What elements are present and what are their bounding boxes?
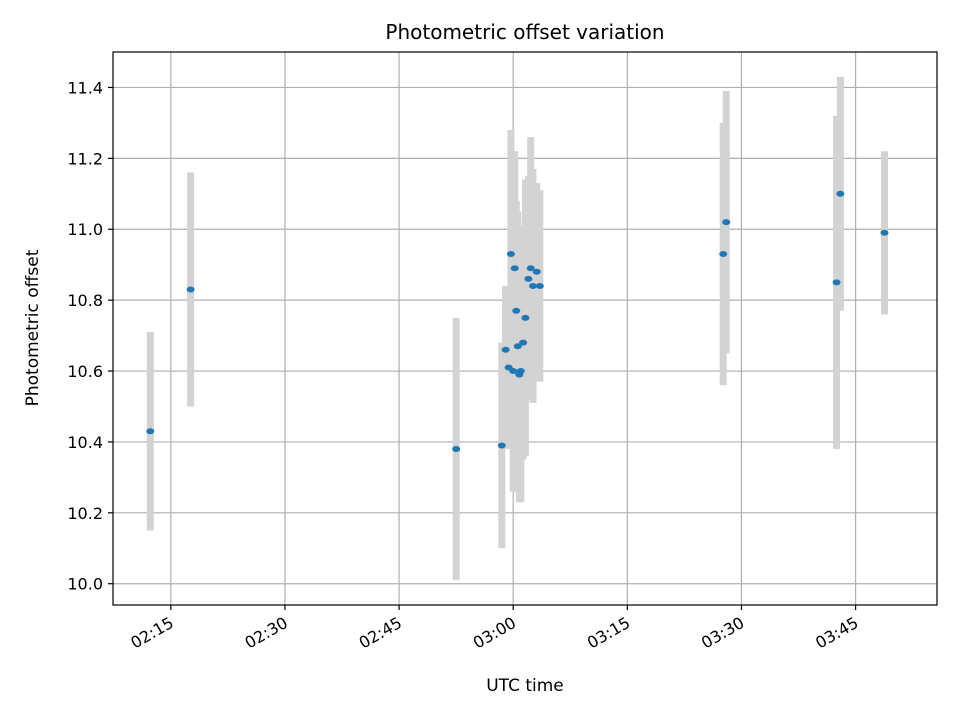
y-tick-label: 11.2 [67, 149, 103, 168]
y-tick-label: 11.4 [67, 78, 103, 97]
error-bars [146, 76, 889, 581]
x-axis-label: UTC time [486, 676, 564, 696]
data-point [532, 268, 541, 275]
data-point [510, 265, 519, 272]
data-point [452, 446, 461, 453]
data-point [521, 314, 530, 321]
data-point [497, 442, 506, 449]
data-point [524, 275, 533, 282]
data-point [722, 219, 731, 226]
y-axis-ticks: 10.0 10.2 10.4 10.6 10.8 11.0 11.2 11.4 [67, 78, 113, 594]
data-point [832, 279, 841, 286]
x-tick-label: 02:45 [356, 613, 405, 653]
chart-title: Photometric offset variation [385, 20, 664, 44]
data-point [186, 286, 195, 293]
x-tick-label: 02:15 [127, 613, 176, 653]
data-point [880, 229, 889, 236]
y-tick-label: 10.4 [67, 433, 103, 452]
x-tick-label: 02:30 [242, 613, 291, 653]
x-tick-label: 03:00 [470, 613, 519, 653]
data-point [501, 346, 510, 353]
data-point [535, 282, 544, 289]
data-point [519, 339, 528, 346]
x-axis-ticks: 02:15 02:30 02:45 03:00 03:15 03:30 03:45 [127, 605, 862, 653]
y-tick-label: 10.2 [67, 504, 103, 523]
x-tick-label: 03:45 [812, 613, 861, 653]
data-point [506, 251, 515, 258]
data-point [719, 251, 728, 258]
data-point [836, 190, 845, 197]
data-point [528, 282, 537, 289]
data-points [146, 190, 889, 453]
data-point [516, 368, 525, 375]
data-point [512, 307, 521, 314]
data-point [513, 343, 522, 350]
x-tick-label: 03:15 [584, 613, 633, 653]
x-tick-label: 03:30 [698, 613, 747, 653]
data-point [526, 265, 535, 272]
y-axis-label: Photometric offset [23, 249, 43, 406]
y-tick-label: 10.0 [67, 575, 103, 594]
plot-frame [112, 51, 938, 606]
y-tick-label: 10.8 [67, 291, 103, 310]
y-tick-label: 10.6 [67, 362, 103, 381]
data-point [509, 368, 518, 375]
y-tick-label: 11.0 [67, 220, 103, 239]
data-point [146, 428, 155, 435]
